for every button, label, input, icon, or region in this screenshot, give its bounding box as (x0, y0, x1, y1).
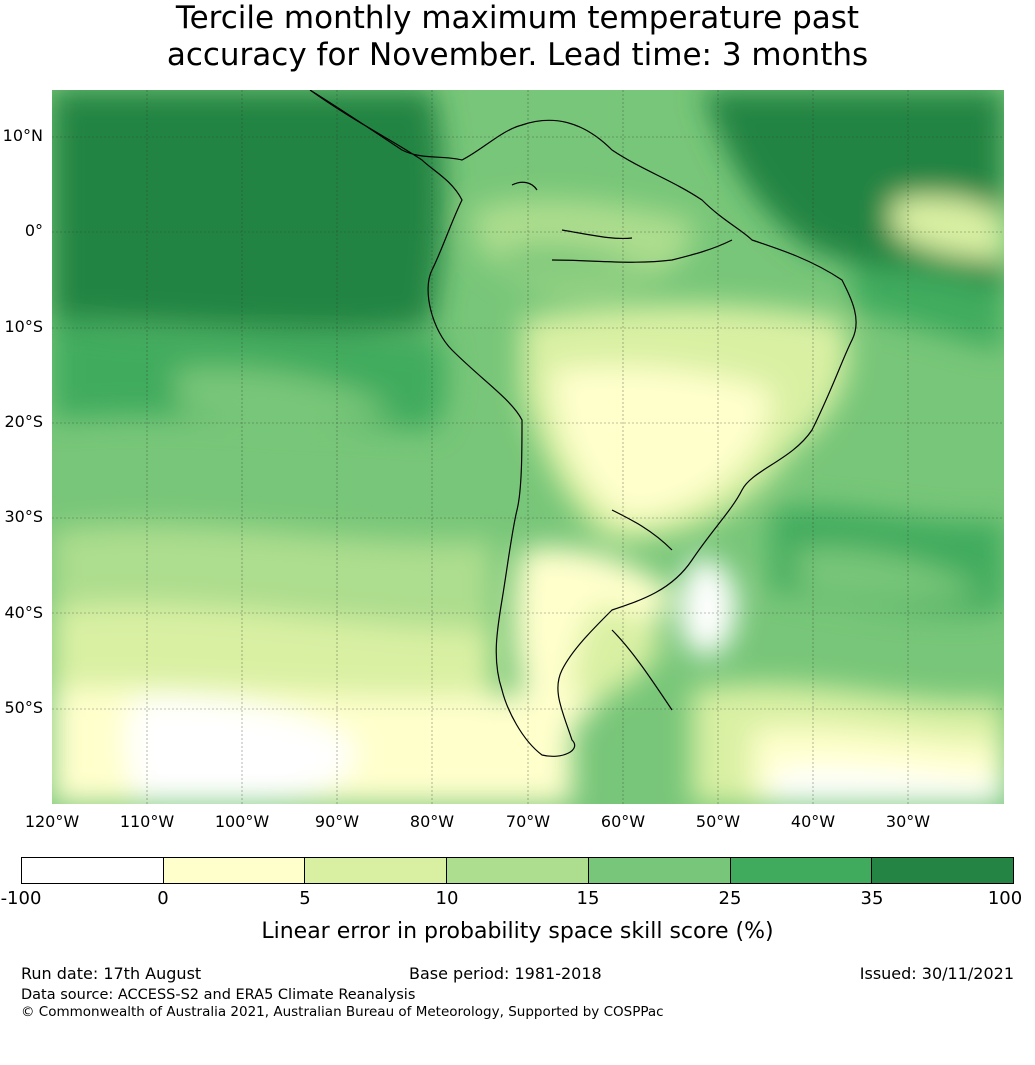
lat-label-30s: 30°S (4, 507, 43, 526)
colorbar-segment (22, 858, 164, 883)
colorbar-tick: 5 (299, 888, 311, 909)
data-source: Data source: ACCESS-S2 and ERA5 Climate … (21, 987, 416, 1003)
colorbar-tick: 35 (860, 888, 884, 909)
colorbar-tick: 10 (435, 888, 459, 909)
colorbar-tick: 100 (987, 888, 1023, 909)
coastline (309, 90, 857, 757)
issued-date: Issued: 30/11/2021 (859, 964, 1014, 983)
colorbar-label: Linear error in probability space skill … (261, 919, 774, 944)
skill-score-map (52, 90, 1004, 804)
skill-field (52, 90, 1004, 804)
lon-label-30w: 30°W (885, 812, 931, 831)
lon-label-110w: 110°W (119, 812, 175, 831)
lon-label-80w: 80°W (409, 812, 455, 831)
chart-title: Tercile monthly maximum temperature past… (0, 0, 1035, 74)
lat-label-20s: 20°S (4, 412, 43, 431)
colorbar-segment (163, 858, 306, 883)
colorbar-tick: 0 (157, 888, 169, 909)
lon-label-120w: 120°W (24, 812, 80, 831)
graticule (52, 90, 1004, 804)
colorbar-tick: -100 (0, 888, 42, 909)
lon-label-50w: 50°W (695, 812, 741, 831)
lon-label-60w: 60°W (600, 812, 646, 831)
colorbar (21, 857, 1014, 884)
title-line-2: accuracy for November. Lead time: 3 mont… (166, 37, 869, 73)
base-period: Base period: 1981-2018 (409, 964, 602, 983)
lat-label-0: 0° (24, 221, 43, 240)
lat-label-40s: 40°S (4, 603, 43, 622)
lon-label-40w: 40°W (790, 812, 836, 831)
colorbar-segment (588, 858, 731, 883)
colorbar-tick: 25 (718, 888, 742, 909)
lon-label-70w: 70°W (505, 812, 551, 831)
colorbar-segment (872, 858, 1014, 883)
colorbar-segment (730, 858, 873, 883)
colorbar-segment (447, 858, 589, 883)
lat-label-10n: 10°N (2, 126, 43, 145)
lon-label-100w: 100°W (214, 812, 270, 831)
lon-label-90w: 90°W (314, 812, 360, 831)
title-line-1: Tercile monthly maximum temperature past (175, 0, 860, 36)
colorbar-segment (305, 858, 448, 883)
run-date: Run date: 17th August (21, 964, 202, 983)
lat-label-10s: 10°S (4, 317, 43, 336)
colorbar-tick: 15 (576, 888, 600, 909)
copyright: © Commonwealth of Australia 2021, Austra… (21, 1004, 664, 1020)
lat-label-50s: 50°S (4, 698, 43, 717)
